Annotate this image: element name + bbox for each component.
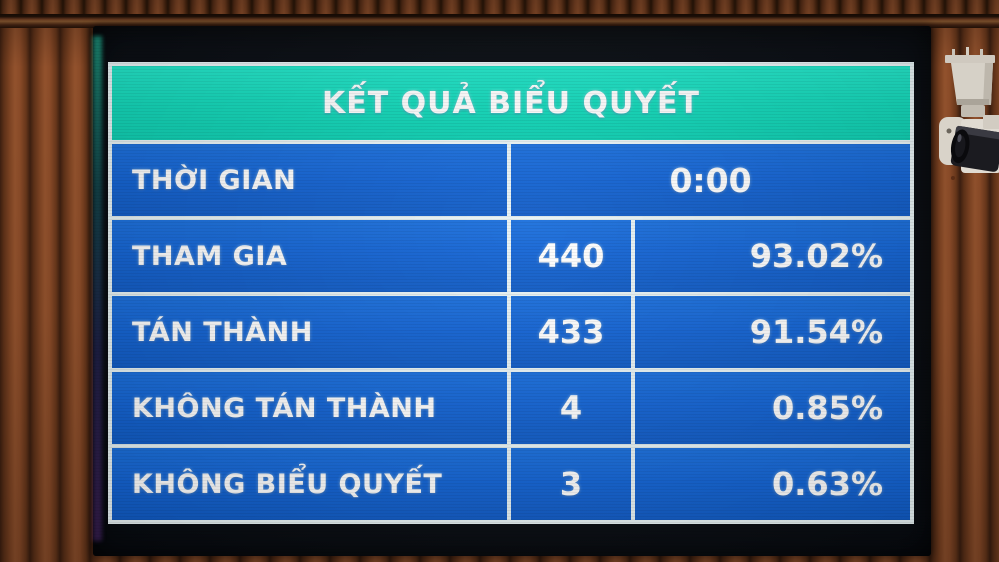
wood-rail — [0, 14, 999, 28]
row-percent-text: 91.54% — [749, 313, 883, 351]
table-title: KẾT QUẢ BIỂU QUYẾT — [112, 66, 910, 140]
row-label-text: THAM GIA — [132, 240, 288, 272]
row-label-text: THỜI GIAN — [132, 164, 297, 196]
row-abstain-count: 3 — [511, 448, 631, 520]
row-label-text: KHÔNG BIỂU QUYẾT — [132, 468, 443, 500]
table-title-text: KẾT QUẢ BIỂU QUYẾT — [321, 85, 701, 121]
row-label-text: KHÔNG TÁN THÀNH — [132, 392, 437, 424]
row-percent-text: 0.63% — [771, 465, 883, 503]
row-percent-text: 93.02% — [749, 237, 883, 275]
row-value-text: 4 — [559, 389, 583, 427]
row-approve-label: TÁN THÀNH — [112, 296, 507, 368]
row-disapprove-label: KHÔNG TÁN THÀNH — [112, 372, 507, 444]
screen-edge-reflection — [93, 36, 102, 541]
voting-display-screen: KẾT QUẢ BIỂU QUYẾT THỜI GIAN 0:00 THAM G… — [93, 26, 931, 556]
row-value-text: 0:00 — [669, 160, 752, 200]
row-participate-count: 440 — [511, 220, 631, 292]
row-abstain-label: KHÔNG BIỂU QUYẾT — [112, 448, 507, 520]
row-abstain-percent: 0.63% — [635, 448, 910, 520]
row-approve-count: 433 — [511, 296, 631, 368]
wood-top-slats — [0, 0, 999, 15]
security-camera-graphic — [939, 47, 999, 180]
row-time-value: 0:00 — [511, 144, 910, 216]
row-percent-text: 0.85% — [771, 389, 883, 427]
row-value-text: 440 — [537, 237, 605, 275]
row-value-text: 3 — [559, 465, 583, 503]
row-value-text: 433 — [537, 313, 605, 351]
row-approve-percent: 91.54% — [635, 296, 910, 368]
security-camera-icon — [927, 45, 999, 195]
row-disapprove-percent: 0.85% — [635, 372, 910, 444]
voting-results-table: KẾT QUẢ BIỂU QUYẾT THỜI GIAN 0:00 THAM G… — [108, 62, 914, 524]
row-disapprove-count: 4 — [511, 372, 631, 444]
row-participate-label: THAM GIA — [112, 220, 507, 292]
row-label-text: TÁN THÀNH — [132, 316, 313, 348]
row-time-label: THỜI GIAN — [112, 144, 507, 216]
row-participate-percent: 93.02% — [635, 220, 910, 292]
